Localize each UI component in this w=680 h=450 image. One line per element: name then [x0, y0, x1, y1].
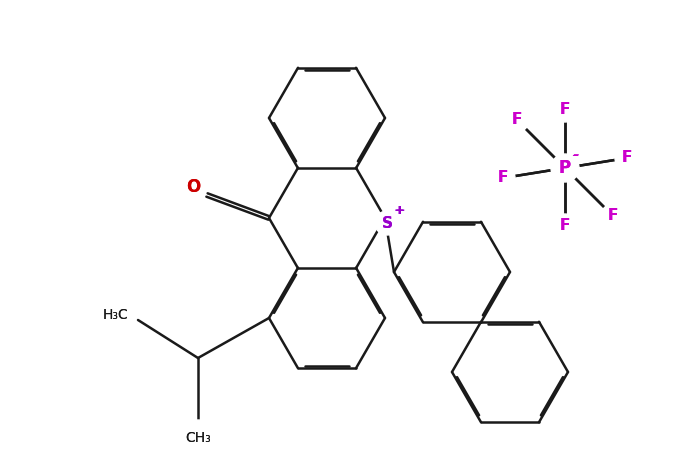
- Circle shape: [181, 175, 205, 199]
- Text: F: F: [498, 171, 508, 185]
- Text: +: +: [394, 203, 405, 216]
- Circle shape: [551, 154, 579, 182]
- Text: S: S: [381, 216, 392, 230]
- Text: F: F: [512, 112, 522, 127]
- Circle shape: [98, 297, 134, 333]
- Text: O: O: [186, 178, 200, 196]
- Circle shape: [553, 214, 577, 238]
- Circle shape: [505, 108, 529, 132]
- Text: +: +: [394, 203, 405, 216]
- Text: CH₃: CH₃: [185, 431, 211, 445]
- Text: H₃C: H₃C: [103, 308, 129, 322]
- Text: P: P: [559, 159, 571, 177]
- Text: F: F: [608, 208, 618, 224]
- Text: F: F: [498, 171, 508, 185]
- Circle shape: [375, 211, 399, 235]
- Circle shape: [180, 420, 216, 450]
- Text: F: F: [560, 219, 571, 234]
- Text: S: S: [381, 216, 392, 230]
- Circle shape: [491, 166, 515, 190]
- Text: CH₃: CH₃: [185, 431, 211, 445]
- Text: ⁻: ⁻: [571, 151, 579, 165]
- Text: F: F: [608, 208, 618, 224]
- Text: F: F: [622, 150, 632, 166]
- Text: H₃C: H₃C: [103, 308, 129, 322]
- Text: F: F: [560, 103, 571, 117]
- Text: F: F: [560, 103, 571, 117]
- Text: F: F: [512, 112, 522, 127]
- Text: F: F: [622, 150, 632, 166]
- Circle shape: [601, 204, 625, 228]
- Circle shape: [553, 98, 577, 122]
- Text: F: F: [560, 219, 571, 234]
- Text: P: P: [559, 159, 571, 177]
- Circle shape: [615, 146, 639, 170]
- Text: O: O: [186, 178, 200, 196]
- Text: ⁻: ⁻: [572, 152, 578, 165]
